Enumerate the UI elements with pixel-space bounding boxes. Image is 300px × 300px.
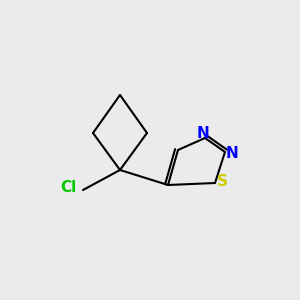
Text: N: N — [196, 125, 209, 140]
Text: N: N — [226, 146, 238, 160]
Text: Cl: Cl — [60, 181, 76, 196]
Text: S: S — [217, 173, 227, 188]
